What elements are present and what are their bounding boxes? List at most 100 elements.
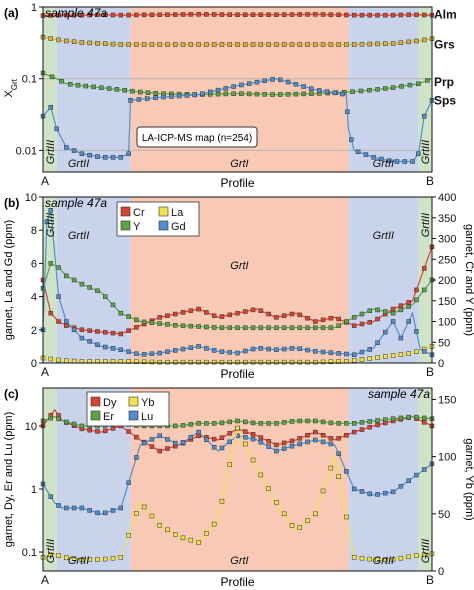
- data-point-prp: [223, 91, 229, 97]
- data-point-cr: [421, 266, 427, 271]
- data-point-gd: [289, 346, 295, 351]
- data-point-grs: [258, 42, 264, 47]
- x-end-label-b: B: [426, 365, 434, 379]
- data-point-cr: [134, 325, 139, 330]
- data-point-er: [56, 416, 61, 422]
- data-point-prp: [231, 91, 236, 96]
- data-point-sps: [324, 89, 330, 94]
- data-point-gd: [157, 350, 162, 356]
- data-point-dy: [243, 429, 248, 434]
- y-tick-label: 6: [31, 258, 37, 270]
- data-point-sps: [118, 155, 124, 160]
- data-point-y: [110, 302, 116, 308]
- axes: 0.01 0.1 1 A B: [16, 2, 434, 188]
- series-label-grs: Grs: [434, 37, 455, 51]
- data-point-lu: [351, 486, 357, 492]
- data-point-lu: [383, 490, 388, 496]
- data-point-cr: [188, 308, 194, 313]
- data-point-y: [328, 325, 334, 330]
- data-point-sps: [79, 151, 85, 156]
- data-point-la: [328, 359, 334, 365]
- data-point-lu: [134, 455, 139, 460]
- data-point-gd: [414, 329, 419, 334]
- data-point-y: [165, 322, 170, 327]
- data-point-la: [56, 357, 61, 363]
- data-point-y: [351, 315, 357, 320]
- data-point-dy: [320, 432, 326, 438]
- data-point-yb: [141, 504, 147, 510]
- data-point-gd: [274, 347, 279, 352]
- data-point-gd: [313, 349, 318, 354]
- legend-swatch-dy: [90, 396, 101, 407]
- data-point-alm: [281, 12, 287, 17]
- data-point-grs: [320, 42, 326, 47]
- data-point-lu: [48, 494, 54, 499]
- data-point-prp: [293, 91, 299, 97]
- data-point-er: [390, 416, 396, 422]
- data-point-er: [258, 421, 264, 426]
- data-point-er: [359, 420, 365, 425]
- y-tick-label: 10: [25, 421, 37, 433]
- data-point-la: [320, 359, 326, 365]
- data-point-grs: [297, 42, 302, 47]
- data-point-grs: [336, 42, 341, 47]
- data-point-sps: [87, 152, 92, 158]
- data-point-dy: [297, 436, 302, 441]
- data-point-er: [227, 419, 232, 425]
- plot-frame: [42, 6, 433, 173]
- legend-label-yb: Yb: [141, 397, 154, 409]
- data-point-grs: [383, 41, 388, 46]
- data-point-alm: [227, 12, 232, 17]
- data-point-alm: [188, 12, 194, 17]
- data-point-lu: [243, 435, 248, 440]
- data-point-y: [173, 322, 178, 328]
- data-point-y: [313, 325, 318, 330]
- data-point-y: [250, 325, 256, 330]
- data-point-prp: [270, 92, 275, 97]
- y2-tick-label: 150: [438, 296, 456, 308]
- data-point-yb: [274, 500, 279, 505]
- data-point-grs: [243, 42, 248, 47]
- data-point-y: [87, 285, 92, 290]
- data-point-gd: [281, 346, 287, 352]
- data-point-sps: [254, 79, 260, 85]
- data-point-alm: [414, 12, 419, 18]
- data-point-gd: [134, 351, 139, 356]
- data-point-gd: [79, 335, 85, 341]
- legend-label-lu: Lu: [141, 411, 153, 423]
- data-point-er: [375, 418, 380, 423]
- data-point-cr: [297, 312, 302, 318]
- legend-label-la: La: [171, 207, 184, 219]
- data-point-er: [328, 420, 334, 426]
- data-point-lu: [421, 467, 427, 472]
- data-point-lu: [64, 505, 69, 511]
- data-point-prp: [399, 84, 404, 89]
- data-point-alm: [126, 12, 131, 18]
- data-point-gd: [235, 350, 240, 356]
- data-point-cr: [204, 310, 209, 315]
- data-point-grs: [149, 42, 155, 47]
- y2-axis-label: garnet, Cr and Y (ppm): [463, 224, 474, 336]
- data-point-prp: [254, 91, 260, 97]
- data-point-er: [211, 421, 217, 426]
- data-point-yb: [79, 557, 85, 562]
- data-point-lu: [102, 510, 108, 516]
- data-point-lu: [126, 480, 131, 485]
- data-point-dy: [134, 434, 139, 440]
- data-point-cr: [227, 312, 232, 318]
- data-point-cr: [180, 310, 186, 315]
- data-point-alm: [398, 12, 404, 18]
- data-point-grs: [375, 41, 380, 47]
- data-point-sps: [355, 149, 361, 155]
- data-point-grs: [134, 42, 139, 47]
- data-point-prp: [375, 87, 380, 92]
- data-point-grs: [56, 37, 61, 43]
- data-point-grs: [102, 41, 108, 46]
- zone-label: GrtI: [230, 555, 248, 567]
- data-point-sps: [262, 78, 267, 84]
- data-point-prp: [390, 85, 396, 90]
- y2-tick-label: 100: [438, 452, 456, 464]
- data-point-cr: [289, 311, 295, 317]
- data-point-sps: [402, 159, 408, 164]
